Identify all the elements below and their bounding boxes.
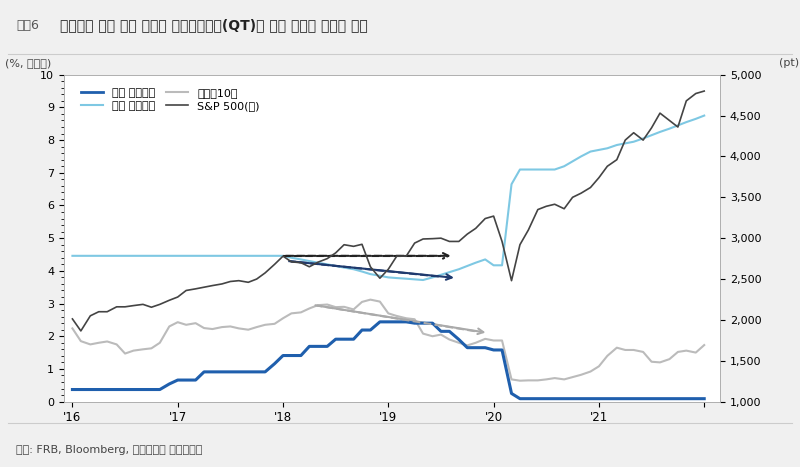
- Legend: 미국 연방금리, 미국 연준자산, 미국채10년, S&P 500(우): 미국 연방금리, 미국 연준자산, 미국채10년, S&P 500(우): [76, 84, 264, 116]
- Text: (%, 조달러): (%, 조달러): [5, 58, 51, 68]
- Text: 연방금리 인상 뿐만 아니라 연준자산축소(QT)에 대한 공포가 시장에 부상: 연방금리 인상 뿐만 아니라 연준자산축소(QT)에 대한 공포가 시장에 부상: [60, 18, 368, 32]
- Text: 그림6: 그림6: [16, 19, 39, 32]
- Text: (pt): (pt): [778, 58, 798, 68]
- Text: 자료: FRB, Bloomberg, 메리츠증권 리서치센터: 자료: FRB, Bloomberg, 메리츠증권 리서치센터: [16, 445, 202, 455]
